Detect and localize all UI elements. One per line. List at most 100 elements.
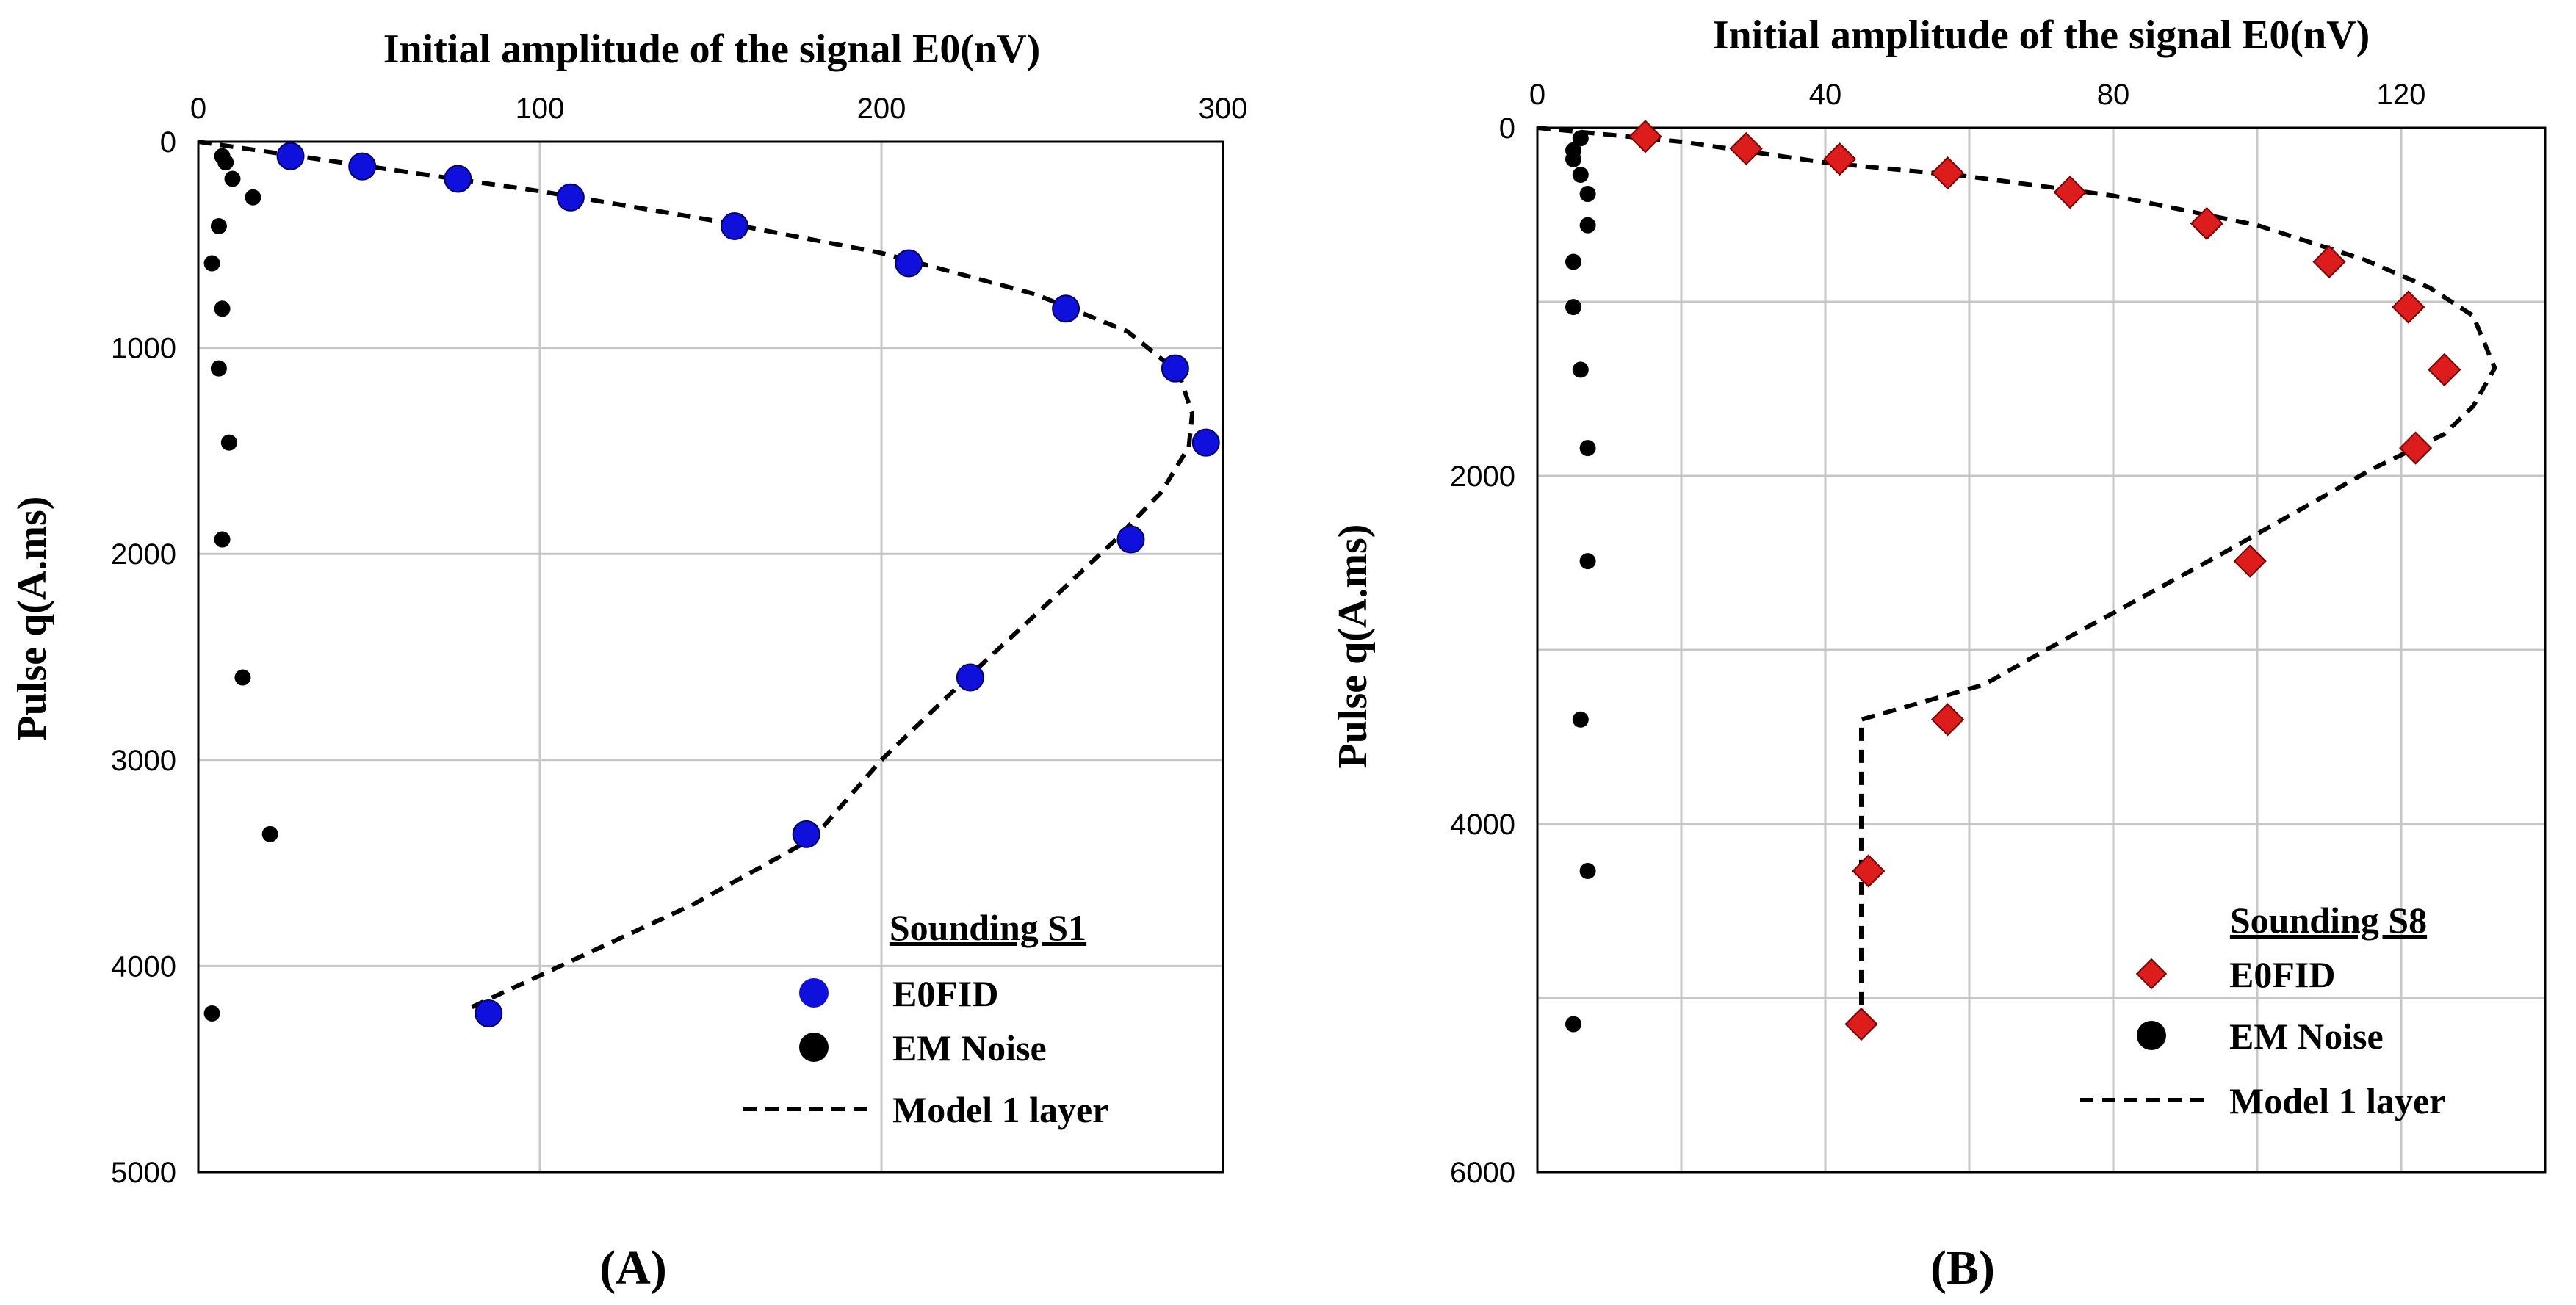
- chart-b-noise-point-5: [1579, 217, 1596, 234]
- chart-b-e0fid-point-10: [2233, 544, 2267, 578]
- chart-a-y-tick-labels: 0 1000 2000 3000 4000 5000: [111, 126, 176, 1189]
- chart-a-e0fid-point-8: [1191, 428, 1220, 457]
- chart-b-x-tick-3: 120: [2377, 79, 2426, 111]
- chart-a-title: Initial amplitude of the signal E0(nV): [383, 26, 1041, 72]
- chart-b-e0fid-point-3: [1930, 156, 1965, 190]
- chart-a-noise-point-4: [210, 218, 227, 235]
- chart-b-e0fid-point-8: [2428, 353, 2461, 387]
- chart-a-x-tick-2: 200: [857, 93, 906, 125]
- chart-b-series: [1537, 120, 2497, 1041]
- chart-b-e0fid-point-13: [1844, 1007, 1878, 1041]
- chart-b-y-tick-0: 0: [1499, 112, 1515, 145]
- chart-a-y-tick-0: 0: [160, 126, 176, 159]
- chart-b-noise-point-3: [1572, 166, 1589, 183]
- chart-a-legend-noise-marker: [799, 1033, 829, 1062]
- chart-a-e0fid-point-9: [1116, 525, 1145, 554]
- chart-b-e0fid-point-5: [2190, 206, 2224, 240]
- chart-a-legend-e0fid-marker: [799, 978, 829, 1008]
- chart-b-legend-noise-marker: [2137, 1021, 2166, 1050]
- chart-b-y-tick-1: 2000: [1450, 460, 1515, 493]
- chart-a-noise-point-10: [234, 669, 251, 686]
- chart-a-e0fid-point-1: [348, 152, 377, 181]
- chart-a-noise-point-9: [214, 531, 231, 548]
- chart-a-panel-label: (A): [599, 1241, 667, 1295]
- chart-b-legend-title: Sounding S8: [2230, 900, 2427, 941]
- chart-b-e0fid-point-4: [2053, 176, 2087, 209]
- chart-a-e0fid-point-5: [895, 249, 923, 278]
- chart-a-e0fid-point-6: [1052, 294, 1080, 323]
- chart-b-legend-noise: EM Noise: [2229, 1016, 2384, 1057]
- chart-a-x-tick-1: 100: [516, 93, 565, 125]
- chart-b-e0fid-point-0: [1628, 120, 1662, 153]
- chart-b-x-tick-0: 0: [1529, 79, 1545, 111]
- chart-b-y-tick-2: 4000: [1450, 809, 1515, 841]
- chart-a-noise-point-8: [220, 434, 237, 451]
- chart-b-noise-point-4: [1579, 186, 1596, 203]
- chart-b-noise-point-11: [1572, 711, 1589, 728]
- chart-a-legend-noise: EM Noise: [892, 1027, 1047, 1069]
- chart-b-x-tick-1: 40: [1809, 79, 1842, 111]
- chart-a-x-tick-0: 0: [190, 93, 206, 125]
- chart-b-noise-point-2: [1565, 151, 1581, 167]
- chart-a-legend-title: Sounding S1: [890, 907, 1086, 948]
- chart-a-legend: Sounding S1 E0FID EM Noise Model 1 layer: [743, 907, 1108, 1130]
- chart-b-x-tick-labels: 0 40 80 120: [1529, 79, 2426, 111]
- chart-b-title: Initial amplitude of the signal E0(nV): [1713, 12, 2370, 58]
- chart-a-e0fid-point-4: [721, 212, 749, 241]
- chart-b-e0fid-point-7: [2392, 290, 2425, 324]
- chart-a-y-tick-3: 3000: [111, 745, 176, 777]
- chart-a-noise-point-2: [224, 170, 241, 187]
- chart-a-e0fid-point-12: [475, 999, 503, 1027]
- chart-a-y-tick-4: 4000: [111, 950, 176, 983]
- chart-b-legend-e0fid: E0FID: [2229, 954, 2335, 995]
- chart-a-e0fid-point-7: [1161, 354, 1189, 383]
- chart-b-ylabel: Pulse q(A.ms): [1330, 524, 1376, 769]
- chart-a-noise-point-12: [203, 1005, 220, 1022]
- chart-b-e0fid-point-9: [2398, 431, 2433, 465]
- chart-b-y-tick-3: 6000: [1450, 1157, 1515, 1189]
- chart-a-e0fid-point-3: [556, 183, 585, 212]
- chart-b-noise-point-8: [1572, 361, 1589, 378]
- chart-b-grid: [1536, 126, 2547, 1174]
- chart-b-y-tick-labels: 0 2000 4000 6000: [1450, 112, 1515, 1189]
- chart-b-noise-point-7: [1565, 299, 1581, 316]
- chart-a: Initial amplitude of the signal E0(nV) P…: [10, 26, 1247, 1295]
- chart-a-noise-point-6: [214, 300, 231, 317]
- chart-b-e0fid-point-2: [1822, 142, 1857, 176]
- chart-a-e0fid-point-0: [276, 142, 305, 170]
- chart-a-noise-point-7: [210, 360, 227, 377]
- chart-a-y-tick-2: 2000: [111, 538, 176, 571]
- chart-a-ylabel: Pulse q(A.ms): [10, 496, 55, 741]
- chart-b-noise-point-0: [1572, 130, 1589, 147]
- chart-a-model-line: [198, 140, 1195, 1010]
- chart-b-noise-point-6: [1565, 253, 1581, 270]
- chart-a-noise-point-3: [245, 189, 261, 206]
- chart-a-y-tick-1: 1000: [111, 333, 176, 365]
- chart-b: Initial amplitude of the signal E0(nV) P…: [1330, 12, 2547, 1295]
- chart-b-legend-e0fid-marker: [2135, 958, 2168, 990]
- chart-b-e0fid-point-11: [1930, 703, 1965, 737]
- chart-a-x-tick-3: 300: [1199, 93, 1248, 125]
- chart-a-legend-model: Model 1 layer: [892, 1089, 1108, 1130]
- chart-b-x-tick-2: 80: [2097, 79, 2130, 111]
- chart-a-plot-frame: [197, 140, 1224, 1174]
- chart-b-e0fid-point-1: [1729, 131, 1763, 166]
- chart-a-legend-e0fid: E0FID: [892, 973, 998, 1014]
- chart-a-e0fid-point-2: [444, 165, 472, 193]
- chart-b-noise-point-9: [1579, 440, 1596, 457]
- chart-a-e0fid-point-10: [956, 663, 984, 692]
- chart-b-plot-frame: [1536, 126, 2547, 1174]
- chart-b-panel-label: (B): [1930, 1241, 1995, 1295]
- chart-b-noise-point-10: [1579, 553, 1596, 570]
- chart-a-e0fid-point-11: [792, 820, 820, 848]
- chart-b-noise-point-12: [1579, 862, 1596, 879]
- chart-a-noise-point-5: [203, 255, 220, 272]
- chart-a-noise-point-11: [261, 825, 278, 842]
- chart-a-series: [198, 140, 1220, 1027]
- chart-a-noise-point-1: [217, 154, 234, 171]
- chart-a-x-tick-labels: 0 100 200 300: [190, 93, 1248, 125]
- chart-b-legend-model: Model 1 layer: [2229, 1080, 2445, 1121]
- chart-b-noise-point-13: [1565, 1016, 1581, 1033]
- chart-b-e0fid-point-12: [1852, 854, 1886, 888]
